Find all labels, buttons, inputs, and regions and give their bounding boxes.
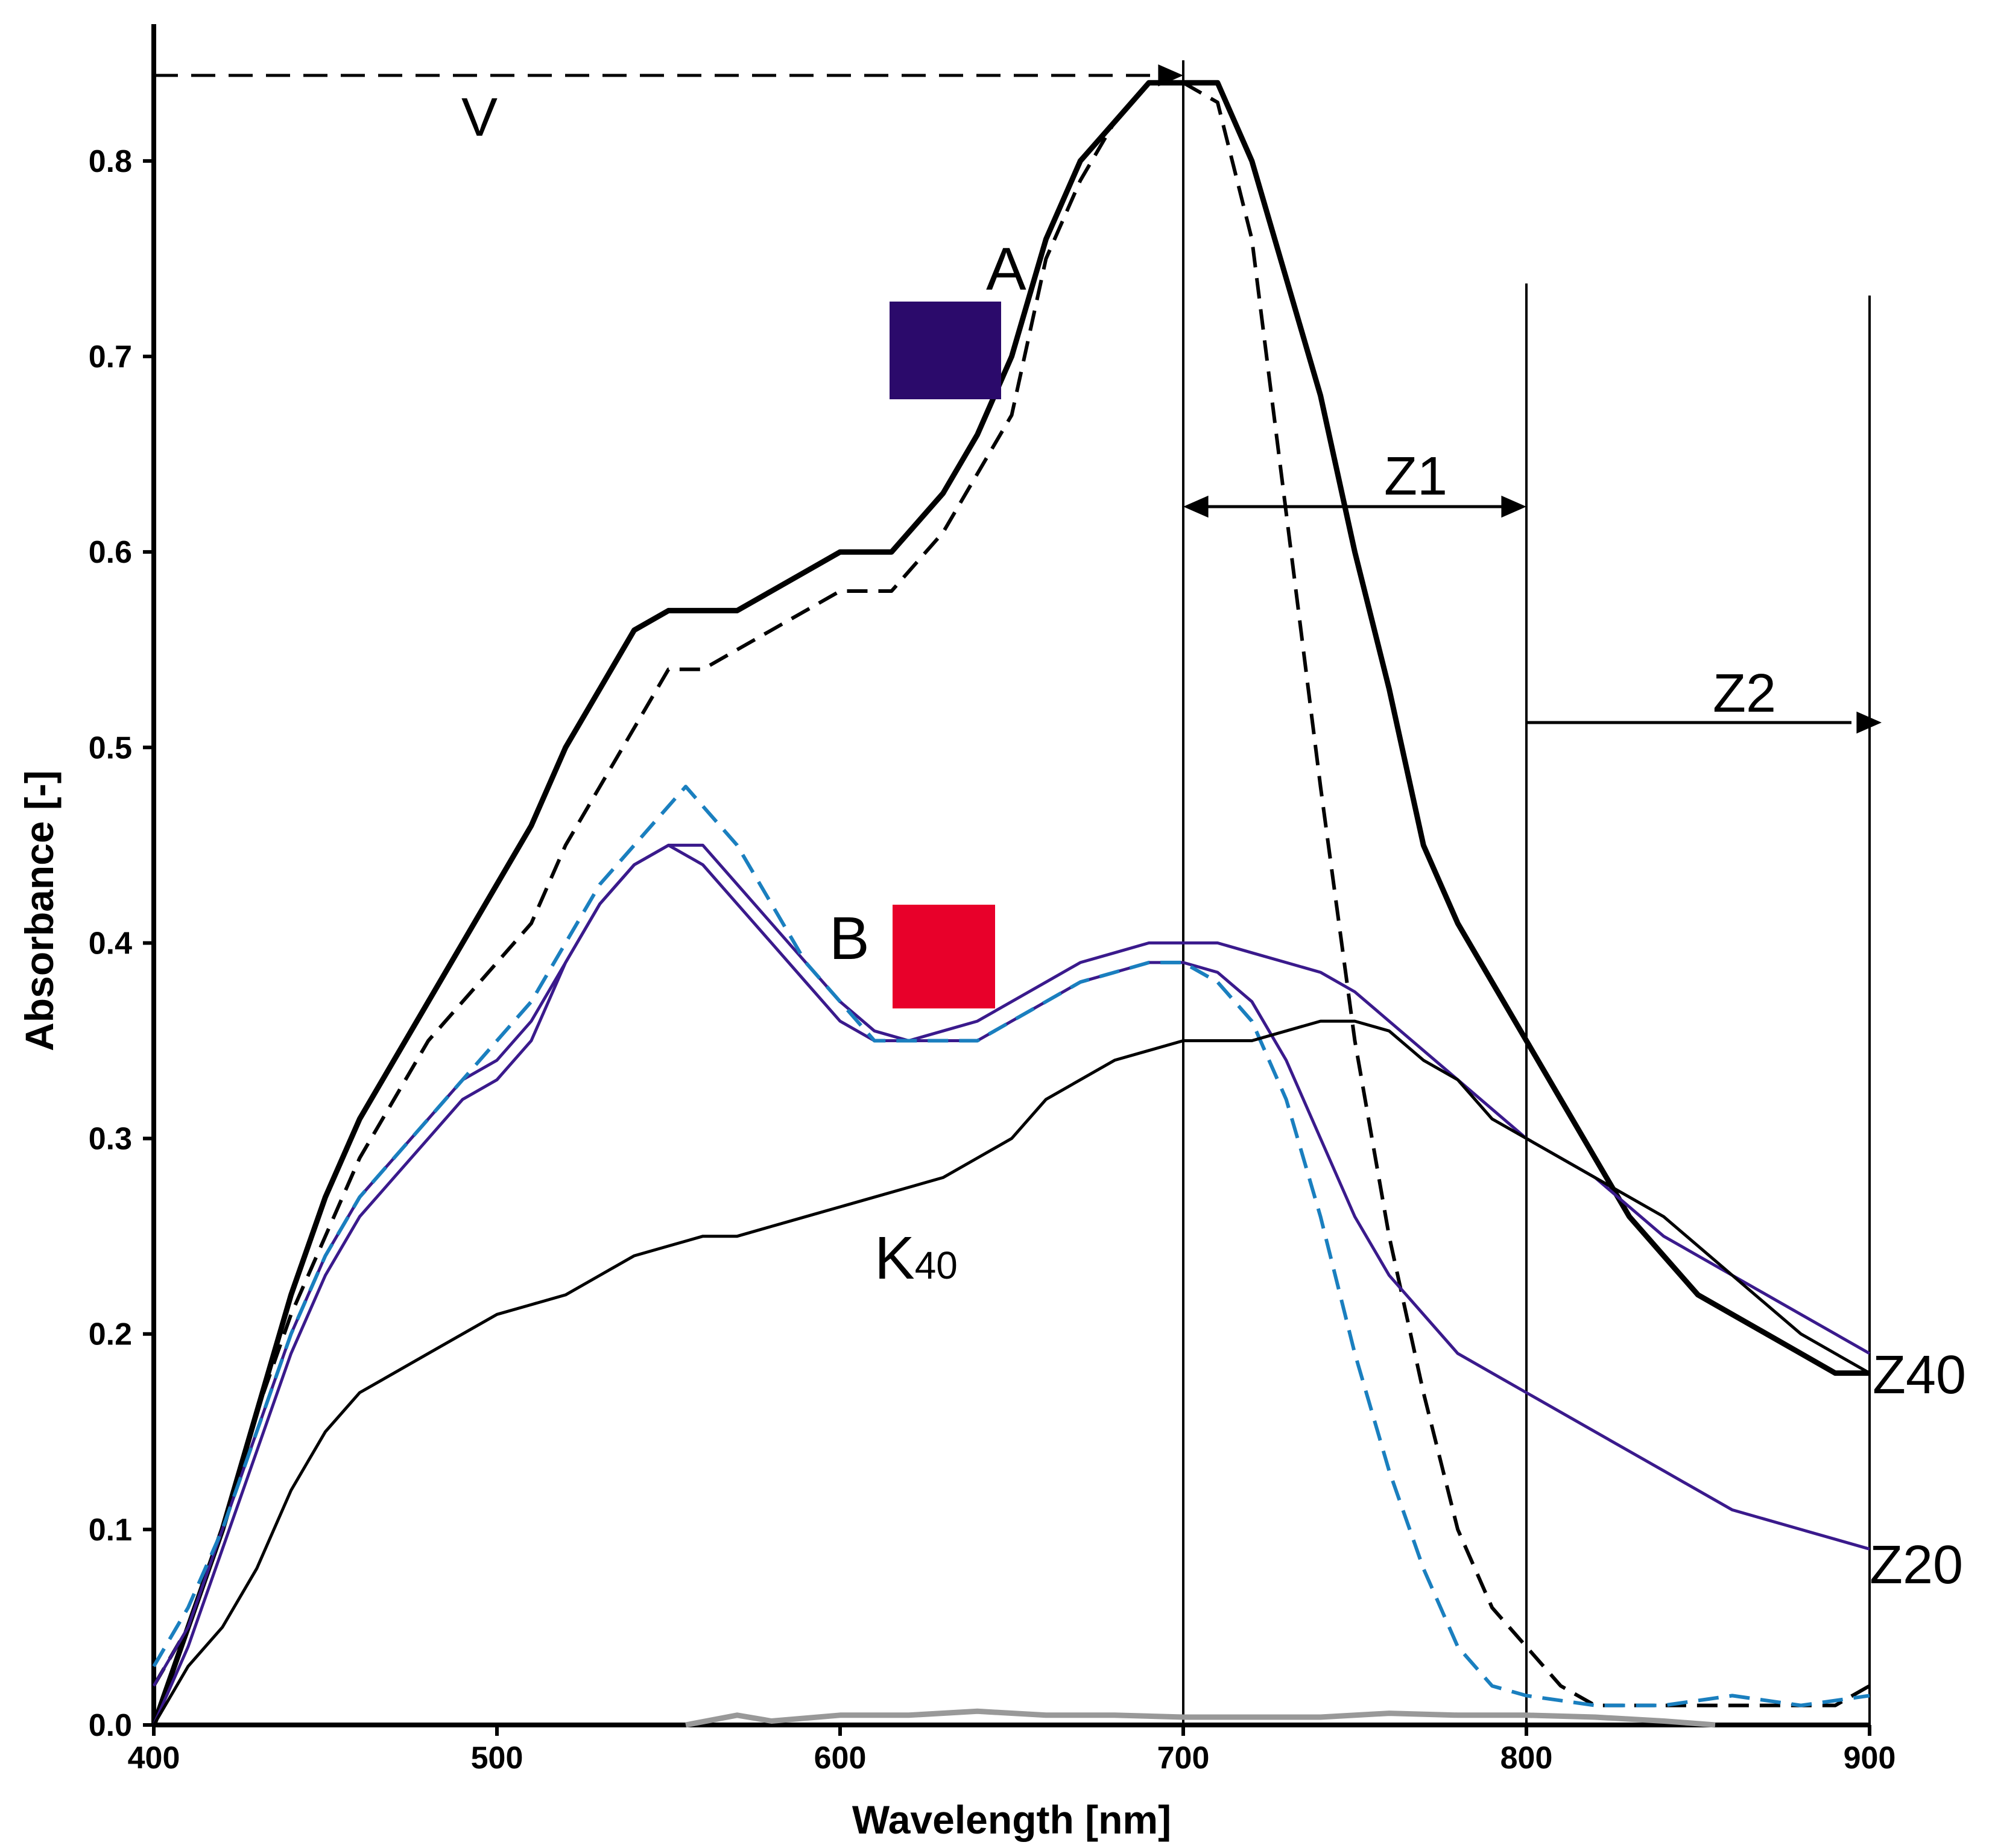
label-k: K xyxy=(874,1224,915,1292)
label-z40: Z40 xyxy=(1873,1345,1966,1405)
arrow-z2-head xyxy=(1856,711,1882,734)
y-tick-label: 0.8 xyxy=(89,144,132,179)
y-tick-label: 0.6 xyxy=(89,535,132,570)
series-line-7 xyxy=(685,1708,1716,1728)
y-tick-label: 0.2 xyxy=(89,1317,132,1352)
label-z20: Z20 xyxy=(1870,1535,1963,1595)
series-line-3 xyxy=(152,843,1870,1726)
label-b: B xyxy=(829,905,870,972)
axes xyxy=(143,24,1871,1736)
tick-labels: 400 500 600 700 800 900 0.0 0.1 0.2 0.3 0.4 0.5 0.6 0… xyxy=(89,144,1896,1776)
series-line-6 xyxy=(152,1019,1871,1726)
label-k-subscript: 40 xyxy=(915,1244,958,1287)
y-tick-label: 0.4 xyxy=(89,926,132,961)
x-tick-label: 800 xyxy=(1500,1741,1553,1776)
y-axis-title: Absorbance [-] xyxy=(17,770,62,1051)
label-k40: K40 xyxy=(874,1224,958,1292)
series-line-5 xyxy=(152,785,1870,1707)
label-z2: Z2 xyxy=(1713,663,1776,724)
y-tick-label: 0.5 xyxy=(89,730,132,765)
x-axis-title: Wavelength [nm] xyxy=(852,1797,1171,1842)
series-line-2 xyxy=(152,81,1871,1707)
y-tick-label: 0.0 xyxy=(89,1708,132,1743)
series-line-1 xyxy=(151,80,1870,1726)
x-tick-label: 700 xyxy=(1157,1741,1210,1776)
label-v: V xyxy=(461,87,498,148)
x-tick-label: 600 xyxy=(814,1741,867,1776)
label-a: A xyxy=(986,235,1026,303)
annotations: A B V Z1 Z2 Z40 Z20 K40 xyxy=(461,87,1966,1595)
reference-lines xyxy=(154,60,1882,1725)
series-line-4 xyxy=(152,843,1871,1687)
arrow-z1-head-left xyxy=(1183,495,1209,518)
swatch-b xyxy=(893,905,995,1008)
swatch-a xyxy=(890,302,1001,399)
arrow-z1-head-right xyxy=(1501,495,1526,518)
x-tick-label: 900 xyxy=(1844,1741,1896,1776)
x-tick-label: 500 xyxy=(471,1741,523,1776)
y-tick-label: 0.3 xyxy=(89,1122,132,1157)
y-tick-label: 0.7 xyxy=(89,340,132,375)
series-group xyxy=(151,80,1871,1728)
y-tick-label: 0.1 xyxy=(89,1513,132,1548)
x-tick-label: 400 xyxy=(128,1741,180,1776)
label-z1: Z1 xyxy=(1384,446,1447,507)
